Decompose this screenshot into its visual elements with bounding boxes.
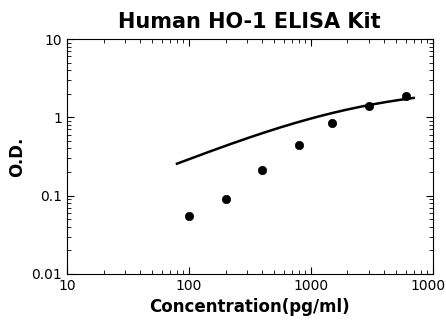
Point: [185, 213, 192, 218]
Point: [295, 143, 302, 148]
Point: [259, 168, 266, 173]
Y-axis label: O.D.: O.D.: [8, 136, 26, 177]
Point: [222, 197, 229, 202]
Point: [365, 103, 372, 109]
Point: [329, 120, 336, 126]
X-axis label: Concentration(pg/ml): Concentration(pg/ml): [149, 298, 350, 316]
Point: [402, 93, 409, 98]
Title: Human HO-1 ELISA Kit: Human HO-1 ELISA Kit: [119, 12, 381, 32]
